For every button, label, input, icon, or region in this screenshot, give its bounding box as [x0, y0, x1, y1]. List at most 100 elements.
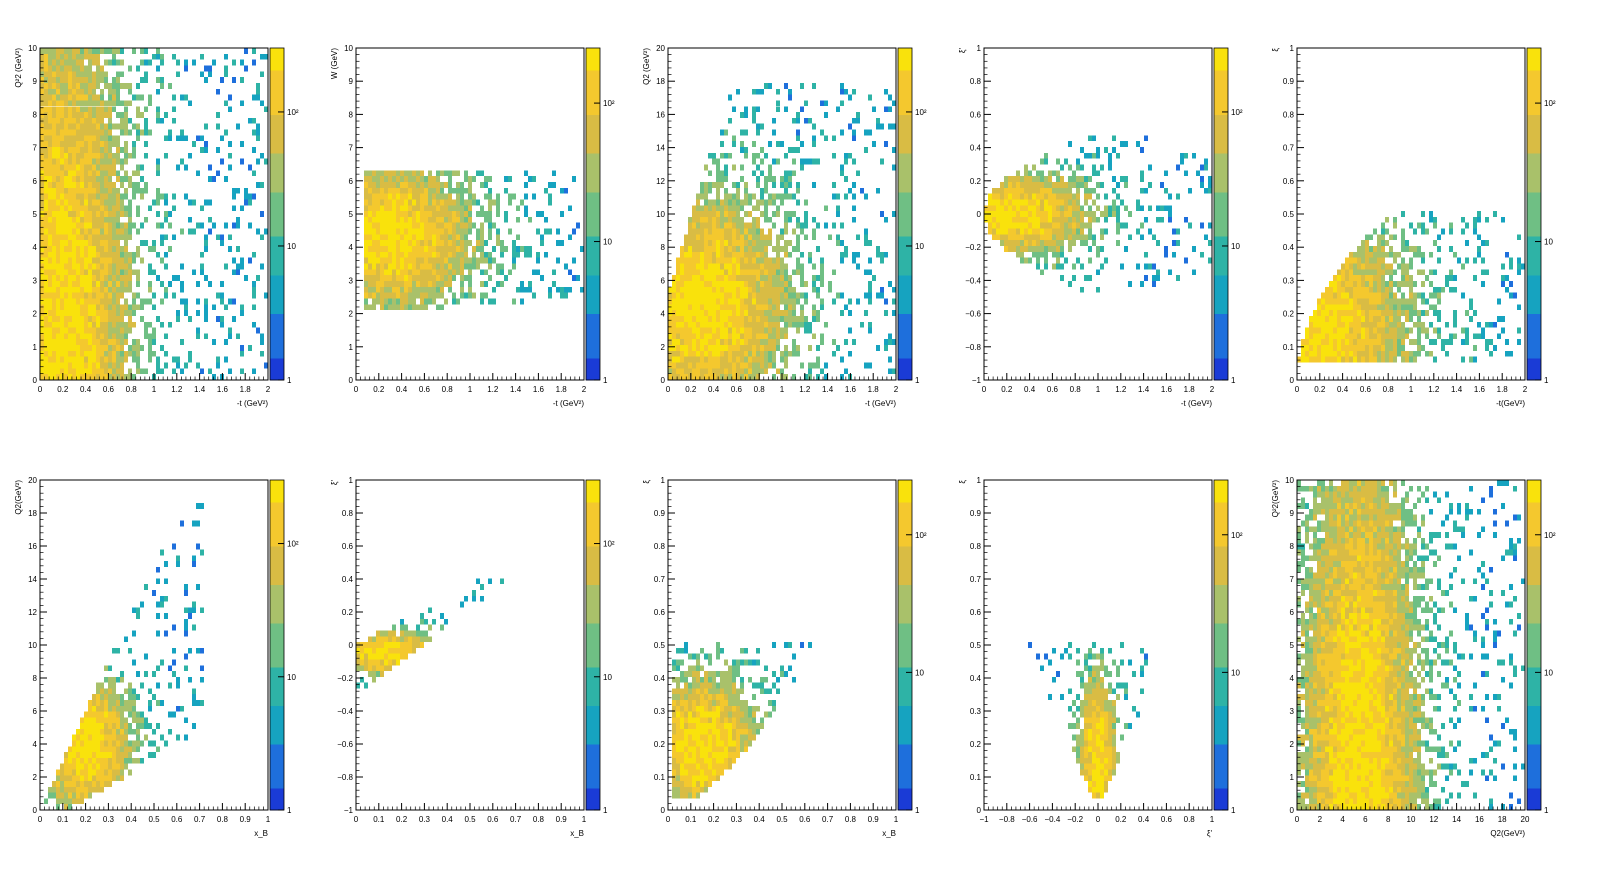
heatmap-bin	[68, 251, 72, 258]
heatmap-bin	[104, 71, 108, 78]
color-bar-segment	[1214, 219, 1228, 226]
heatmap-bin	[736, 368, 740, 375]
heatmap-bin	[1036, 211, 1040, 217]
heatmap-bin	[96, 176, 100, 182]
heatmap-bin	[84, 147, 88, 153]
heatmap-bin	[68, 263, 72, 270]
heatmap-bin	[688, 216, 692, 223]
heatmap-bin	[196, 170, 200, 177]
heatmap-bin	[76, 123, 80, 130]
heatmap-bin	[452, 228, 456, 235]
heatmap-bin	[404, 193, 408, 200]
heatmap-bin	[692, 321, 696, 328]
heatmap-bin	[180, 368, 184, 375]
heatmap-bin	[92, 240, 96, 247]
heatmap-bin	[192, 141, 196, 148]
heatmap-bin	[1092, 164, 1096, 171]
heatmap-bin	[804, 199, 808, 206]
heatmap-bin	[68, 310, 72, 316]
heatmap-bin	[396, 222, 400, 229]
heatmap-bin	[688, 298, 692, 305]
heatmap-bin	[440, 199, 444, 206]
heatmap-bin	[68, 129, 72, 136]
heatmap-bin	[408, 292, 412, 299]
heatmap-bin	[408, 275, 412, 281]
heatmap-bin	[848, 94, 852, 101]
heatmap-bin	[368, 222, 372, 229]
heatmap-bin	[432, 263, 436, 270]
heatmap-bin	[112, 88, 116, 95]
heatmap-bin	[108, 310, 112, 316]
heatmap-bin	[744, 286, 748, 293]
heatmap-bin	[108, 368, 112, 375]
heatmap-bin	[812, 315, 816, 322]
heatmap-bin	[1072, 222, 1076, 229]
heatmap-bin	[468, 181, 472, 188]
heatmap-bin	[792, 211, 796, 217]
heatmap-bin	[100, 158, 104, 165]
heatmap-bin	[404, 211, 408, 217]
heatmap-bin	[708, 321, 712, 328]
heatmap-bin	[56, 292, 60, 299]
heatmap-bin	[816, 286, 820, 293]
heatmap-bin	[432, 251, 436, 258]
heatmap-bin	[728, 251, 732, 258]
heatmap-bin	[780, 246, 784, 252]
heatmap-bin	[1060, 251, 1064, 258]
heatmap-bin	[364, 187, 368, 194]
heatmap-bin	[696, 222, 700, 229]
heatmap-bin	[48, 152, 52, 159]
heatmap-bin	[112, 362, 116, 369]
heatmap-bin	[864, 292, 868, 299]
heatmap-bin	[376, 222, 380, 229]
color-bar-segment	[586, 108, 600, 115]
heatmap-bin	[264, 228, 268, 235]
heatmap-bin	[368, 234, 372, 241]
heatmap-bin	[712, 345, 716, 351]
heatmap-bin	[1004, 240, 1008, 247]
heatmap-bin	[380, 193, 384, 200]
heatmap-bin	[64, 199, 68, 206]
heatmap-bin	[1088, 275, 1092, 281]
heatmap-bin	[736, 251, 740, 258]
heatmap-bin	[212, 222, 216, 229]
color-bar-segment	[586, 230, 600, 237]
heatmap-bin	[1084, 193, 1088, 200]
heatmap-bin	[720, 298, 724, 305]
color-bar-segment	[1214, 197, 1228, 204]
heatmap-bin	[60, 315, 64, 322]
heatmap-bin	[728, 257, 732, 264]
heatmap-bin	[816, 292, 820, 299]
heatmap-bin	[88, 176, 92, 182]
heatmap-bin	[64, 77, 68, 83]
heatmap-bin	[1104, 228, 1108, 235]
heatmap-bin	[372, 257, 376, 264]
heatmap-bin	[40, 345, 44, 351]
heatmap-bin	[116, 263, 120, 270]
color-bar-segment	[1214, 186, 1228, 193]
heatmap-bin	[384, 257, 388, 264]
heatmap-bin	[1072, 181, 1076, 188]
panel-top-5: 0 0.2 0.4 0.6 0.8 1 1.2 1.4 1.6 1.8 200.10.20.30.4…	[1271, 44, 1556, 408]
heatmap-bin	[788, 216, 792, 223]
heatmap-bin	[1088, 176, 1092, 182]
heatmap-bin	[380, 211, 384, 217]
heatmap-bin	[52, 106, 56, 113]
heatmap-bin	[104, 228, 108, 235]
heatmap-bin	[120, 181, 124, 188]
heatmap-bin	[404, 263, 408, 270]
heatmap-bin	[1032, 199, 1036, 206]
heatmap-bin	[56, 228, 60, 235]
heatmap-bin	[80, 257, 84, 264]
heatmap-bin	[748, 211, 752, 217]
heatmap-bin	[732, 304, 736, 311]
heatmap-bin	[460, 292, 464, 299]
heatmap-bin	[156, 251, 160, 258]
heatmap-bin	[420, 234, 424, 241]
heatmap-bin	[716, 269, 720, 276]
heatmap-bin	[140, 304, 144, 311]
heatmap-bin	[672, 333, 676, 340]
heatmap-bin	[112, 152, 116, 159]
heatmap-bin	[724, 286, 728, 293]
heatmap-bin	[1092, 170, 1096, 177]
